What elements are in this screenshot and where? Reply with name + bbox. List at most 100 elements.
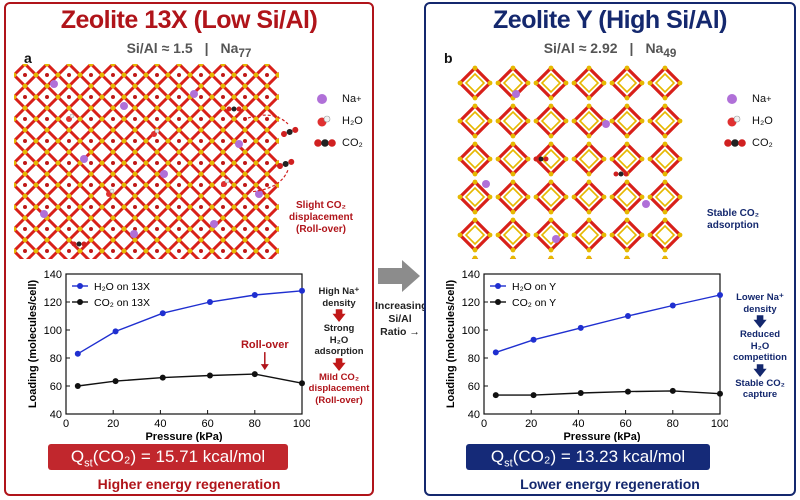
data-point (251, 292, 258, 298)
flow-step-3: Stable CO₂ capture (728, 378, 792, 401)
panel-title: Zeolite 13X (Low Si/Al) (60, 6, 318, 34)
legend-h2o-label: H₂O (752, 115, 773, 127)
data-point (577, 390, 584, 396)
co2-icon (314, 139, 336, 147)
y-tick-label: 100 (462, 325, 480, 337)
x-tick-label: 60 (201, 418, 213, 430)
panel-label: a (24, 50, 32, 66)
qst-value: (CO₂) = 15.71 kcal/mol (92, 447, 266, 466)
flow-step-2: Strong H₂O adsorption (306, 323, 372, 358)
x-axis-label: Pressure (kPa) (563, 431, 640, 442)
panel-label: b (444, 50, 453, 66)
flow-line: Mild CO₂ (318, 371, 360, 383)
qst-box: Qst(CO₂) = 15.71 kcal/mol (48, 444, 288, 470)
legend-na: Na + (724, 88, 773, 110)
panel-zeolite-y: Zeolite Y (High Si/Al) Si/Al ≈ 2.92 | Na49… (424, 2, 796, 496)
rollover-note: Slight CO₂ displacement (Roll-over) (278, 200, 364, 236)
legend-h2o-label: H₂O (342, 115, 363, 127)
legend-entry: CO₂ on 13X (94, 297, 150, 309)
note-line: Slight CO₂ (296, 200, 346, 211)
flow-line: H₂O competition (733, 340, 787, 364)
rollover-arrowhead (260, 364, 269, 371)
flow-step-1: High Na⁺ density (306, 286, 372, 309)
co2-molecules (533, 156, 629, 177)
data-point (251, 371, 258, 378)
down-arrow-icon: 🡇 (753, 314, 767, 329)
x-tick-label: 60 (619, 418, 631, 430)
legend-na-charge: + (766, 94, 772, 104)
molecule-legend: Na + H₂O CO₂ (724, 88, 773, 154)
framework-lattice (456, 64, 684, 259)
note-line: (Roll-over) (296, 224, 346, 235)
y-tick-label: 120 (44, 297, 62, 309)
legend-h2o: H₂O (314, 110, 363, 132)
framework-structure-13x (14, 64, 279, 259)
plot-frame (65, 273, 303, 415)
legend-marker (495, 283, 501, 289)
panel-subtitle: Si/Al ≈ 2.92 | Na49 (426, 40, 794, 60)
y-tick-label: 140 (462, 269, 480, 281)
flow-line: density (743, 303, 777, 315)
data-point (74, 350, 81, 357)
data-point (299, 287, 305, 294)
data-point (159, 374, 166, 381)
data-point (669, 387, 676, 394)
x-tick-label: 40 (572, 418, 584, 430)
y-tick-label: 40 (50, 409, 62, 421)
panel-subtitle: Si/Al ≈ 1.5 | Na77 (6, 40, 372, 60)
na-icon (317, 94, 327, 104)
legend-entry: H₂O on 13X (94, 281, 150, 293)
series-line (495, 390, 721, 396)
co2-molecules (71, 106, 242, 247)
down-arrow-icon: 🡇 (332, 308, 346, 323)
y-tick-label: 100 (44, 325, 62, 337)
series-line (77, 373, 303, 387)
co2-icon (724, 139, 746, 147)
x-axis-label: Pressure (kPa) (145, 431, 222, 442)
framework-lattice (14, 64, 279, 259)
flow-step-1: Lower Na⁺ density (728, 292, 792, 315)
qst-symbol: Q (70, 447, 85, 466)
arrow-text-line: Si/Al (388, 313, 412, 325)
molecule-legend: Na + H₂O CO₂ (314, 88, 363, 154)
qst-symbol: Q (490, 447, 505, 466)
x-tick-label: 20 (525, 418, 537, 430)
x-tick-label: 100 (711, 418, 728, 430)
legend-marker (77, 299, 83, 305)
flow-line: Reduced (739, 329, 781, 340)
x-tick-label: 100 (293, 418, 310, 430)
flow-line: Stable CO₂ (735, 377, 785, 389)
data-point (530, 336, 537, 343)
legend-marker (77, 283, 83, 289)
rollover-annotation: Roll-over (241, 339, 289, 351)
increasing-si-al-label: Increasing Si/Al Ratio → (375, 300, 428, 339)
arrow-text-line: Ratio → (380, 326, 420, 338)
data-point (492, 349, 499, 356)
flow-step-2: Reduced H₂O competition (728, 329, 792, 364)
data-point (112, 378, 119, 385)
na-count: 49 (663, 46, 677, 60)
legend-entry: H₂O on Y (512, 281, 556, 293)
qst-subscript: st (504, 457, 513, 470)
legend-h2o: H₂O (724, 110, 773, 132)
series-line (495, 294, 721, 354)
chart-y: 0 20 40 60 80 100 40 60 80 100 120 140 Pressure (kPa… (445, 269, 728, 442)
data-point (74, 383, 81, 389)
legend-na-charge: + (356, 94, 362, 104)
data-point (624, 388, 631, 395)
flow-line: High Na⁺ (318, 286, 360, 297)
flow-line: density (322, 297, 356, 309)
data-point (717, 292, 723, 298)
na-icon (727, 94, 737, 104)
legend-co2: CO₂ (314, 132, 363, 154)
panel-title: Zeolite Y (High Si/Al) (493, 6, 727, 34)
note-line: displacement (289, 212, 353, 223)
legend-na-label: Na (752, 93, 767, 105)
mechanism-flow: High Na⁺ density 🡇 Strong H₂O adsorption 🡇… (306, 286, 372, 406)
legend-na-label: Na (342, 93, 357, 105)
h2o-molecules (66, 113, 230, 197)
arrow-text-line: Increasing (375, 300, 428, 312)
y-axis-label: Loading (molecules/cell) (27, 279, 39, 408)
data-point (112, 328, 119, 335)
y-tick-label: 80 (50, 353, 62, 365)
